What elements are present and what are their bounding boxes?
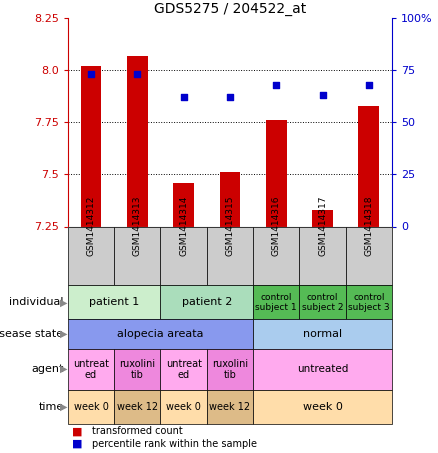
Point [88,71,95,78]
Text: untreat
ed: untreat ed [73,359,109,380]
Text: week 12: week 12 [209,401,251,412]
Text: normal: normal [303,329,342,339]
Text: control
subject 1: control subject 1 [255,293,297,312]
Text: ▶: ▶ [60,364,67,374]
Text: agent: agent [31,364,64,374]
Text: ruxolini
tib: ruxolini tib [119,359,155,380]
Text: week 0: week 0 [303,401,343,412]
Bar [312,210,333,226]
Text: patient 1: patient 1 [89,297,139,308]
Bar [127,56,148,226]
Text: ▶: ▶ [60,401,67,412]
Text: transformed count: transformed count [92,426,183,436]
Text: ▶: ▶ [60,329,67,339]
Text: GSM1414317: GSM1414317 [318,195,327,256]
Text: GSM1414315: GSM1414315 [226,195,234,256]
Point [134,71,141,78]
Text: time: time [38,401,64,412]
Text: control
subject 2: control subject 2 [302,293,343,312]
Text: control
subject 3: control subject 3 [348,293,390,312]
Text: alopecia areata: alopecia areata [117,329,204,339]
Text: untreat
ed: untreat ed [166,359,201,380]
Text: week 0: week 0 [166,401,201,412]
Text: week 0: week 0 [74,401,109,412]
Bar [219,172,240,226]
Title: GDS5275 / 204522_at: GDS5275 / 204522_at [154,2,306,16]
Text: week 12: week 12 [117,401,158,412]
Text: ■: ■ [72,439,83,449]
Text: GSM1414313: GSM1414313 [133,195,142,256]
Text: GSM1414316: GSM1414316 [272,195,281,256]
Text: ■: ■ [72,426,83,436]
Text: percentile rank within the sample: percentile rank within the sample [92,439,257,449]
Text: ▶: ▶ [60,297,67,308]
Text: GSM1414318: GSM1414318 [364,195,373,256]
Point [319,92,326,99]
Text: untreated: untreated [297,364,348,374]
Text: individual: individual [9,297,64,308]
Text: patient 2: patient 2 [182,297,232,308]
Point [180,94,187,101]
Text: disease state: disease state [0,329,64,339]
Text: GSM1414312: GSM1414312 [87,196,95,256]
Text: ruxolini
tib: ruxolini tib [212,359,248,380]
Point [365,81,372,88]
Bar [173,183,194,226]
Bar [266,120,286,226]
Point [226,94,233,101]
Point [273,81,280,88]
Bar [358,106,379,226]
Bar [81,66,102,226]
Text: GSM1414314: GSM1414314 [179,196,188,256]
